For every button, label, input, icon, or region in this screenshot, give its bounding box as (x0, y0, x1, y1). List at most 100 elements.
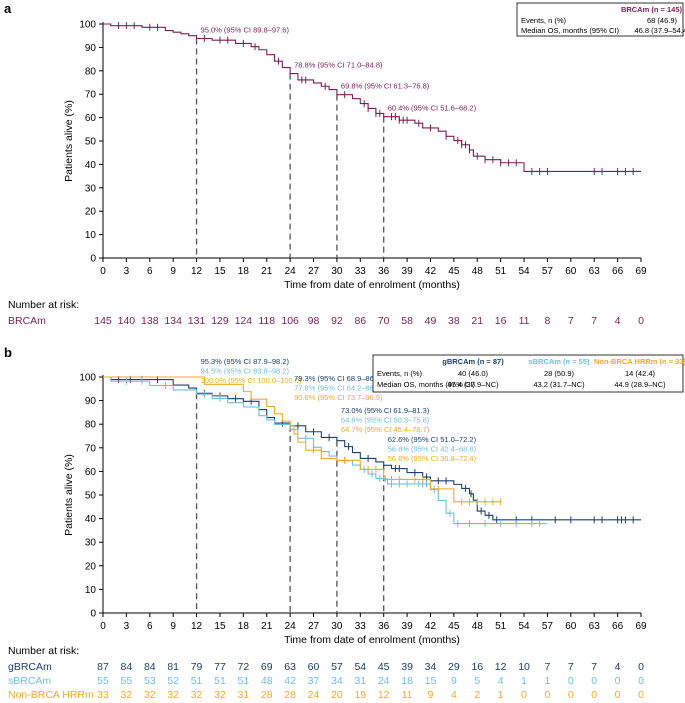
legend-row-value: 28 (50.9) (544, 369, 575, 378)
x-tick-label: 48 (472, 266, 484, 277)
at-risk-value: 2 (474, 689, 480, 701)
at-risk-value: 53 (144, 675, 156, 687)
x-tick-label: 63 (589, 266, 601, 277)
at-risk-value: 131 (188, 315, 206, 327)
at-risk-value: 12 (495, 661, 507, 673)
y-tick-label: 50 (85, 137, 97, 148)
at-risk-value: 18 (401, 675, 413, 687)
at-risk-value: 79 (191, 661, 203, 673)
at-risk-value: 11 (519, 315, 530, 327)
y-tick-label: 40 (85, 160, 97, 171)
x-tick-label: 42 (425, 621, 437, 632)
y-tick-label: 80 (85, 420, 97, 431)
legend-row-value: 43.2 (31.7–NC) (533, 380, 585, 389)
x-tick-label: 66 (612, 266, 624, 277)
y-tick-label: 0 (90, 254, 96, 265)
at-risk-value: 0 (568, 675, 574, 687)
km-curve-sbrcam (103, 376, 548, 525)
at-risk-value: 33 (97, 689, 109, 701)
at-risk-value: 87 (97, 661, 109, 673)
at-risk-value: 34 (331, 675, 343, 687)
at-risk-value: 0 (591, 675, 597, 687)
at-risk-value: 0 (615, 689, 621, 701)
legend-table-box (516, 2, 684, 37)
x-tick-label: 24 (285, 266, 297, 277)
x-tick-label: 3 (124, 266, 130, 277)
at-risk-value: 31 (238, 689, 250, 701)
milestone-annotation: 64.6% (95% CI 50.3–75.8) (341, 416, 430, 425)
x-tick-label: 27 (308, 266, 320, 277)
legend-header: Non-BRCA HRRm (n = 33) (594, 357, 685, 366)
at-risk-value: 1 (545, 675, 551, 687)
at-risk-value: 49 (425, 315, 437, 327)
x-tick-label: 48 (472, 621, 484, 632)
at-risk-value: 4 (615, 661, 621, 673)
x-tick-label: 33 (355, 621, 367, 632)
at-risk-value: 16 (471, 661, 483, 673)
at-risk-value: 28 (261, 689, 273, 701)
at-risk-value: 51 (238, 675, 250, 687)
x-tick-label: 63 (589, 621, 601, 632)
x-tick-label: 39 (402, 621, 414, 632)
legend-row-value: 46.8 (37.9–54.4) (634, 26, 685, 35)
at-risk-value: 34 (425, 661, 437, 673)
at-risk-value: 70 (378, 315, 390, 327)
x-tick-label: 6 (147, 266, 153, 277)
at-risk-value: 5 (474, 675, 480, 687)
at-risk-value: 9 (451, 675, 457, 687)
panel-label-a: a (4, 1, 12, 16)
at-risk-row-label: Non-BRCA HRRm (8, 689, 94, 701)
at-risk-title: Number at risk: (8, 645, 79, 657)
at-risk-value: 7 (591, 315, 597, 327)
km-curve-non-brca-hrrm (103, 376, 501, 503)
x-tick-label: 18 (238, 266, 250, 277)
at-risk-value: 1 (521, 675, 527, 687)
x-axis-title: Time from date of enrolment (months) (284, 279, 460, 291)
at-risk-value: 7 (545, 661, 551, 673)
at-risk-value: 0 (638, 315, 644, 327)
at-risk-value: 69 (261, 661, 273, 673)
at-risk-value: 72 (238, 661, 250, 673)
milestone-annotation: 78.8% (95% CI 71.0–84.8) (294, 61, 383, 70)
at-risk-value: 32 (167, 689, 179, 701)
at-risk-value: 129 (211, 315, 229, 327)
at-risk-value: 7 (568, 661, 574, 673)
x-tick-label: 57 (542, 266, 554, 277)
at-risk-value: 16 (495, 315, 507, 327)
x-tick-label: 42 (425, 266, 437, 277)
x-tick-label: 3 (124, 621, 130, 632)
legend-row-label: Median OS, months (95% CI) (521, 26, 619, 35)
at-risk-value: 10 (518, 661, 530, 673)
x-tick-label: 60 (565, 266, 577, 277)
at-risk-value: 57 (331, 661, 343, 673)
y-tick-label: 60 (85, 467, 97, 478)
at-risk-value: 8 (545, 315, 551, 327)
y-tick-label: 20 (85, 207, 97, 218)
milestone-annotation: 56.6% (95% CI 36.8–72.4) (388, 454, 477, 463)
at-risk-value: 7 (568, 315, 574, 327)
legend-header: gBRCAm (n = 87) (442, 357, 504, 366)
milestone-annotation: 100.0% (95% CI 100.0–100.0) (201, 376, 302, 385)
at-risk-value: 0 (591, 689, 597, 701)
at-risk-value: 52 (167, 675, 179, 687)
at-risk-value: 77 (214, 661, 226, 673)
at-risk-value: 42 (284, 675, 296, 687)
at-risk-value: 106 (281, 315, 299, 327)
milestone-annotation: 60.4% (95% CI 51.6–68.2) (388, 104, 477, 113)
x-tick-label: 21 (261, 266, 273, 277)
y-tick-label: 30 (85, 183, 97, 194)
at-risk-value: 81 (167, 661, 179, 673)
x-tick-label: 15 (214, 621, 226, 632)
at-risk-value: 29 (448, 661, 460, 673)
x-tick-label: 30 (331, 266, 343, 277)
x-tick-label: 45 (448, 266, 460, 277)
at-risk-value: 32 (214, 689, 226, 701)
at-risk-value: 9 (428, 689, 434, 701)
x-tick-label: 24 (285, 621, 297, 632)
x-tick-label: 12 (191, 621, 203, 632)
at-risk-value: 21 (471, 315, 483, 327)
x-tick-label: 66 (612, 621, 624, 632)
